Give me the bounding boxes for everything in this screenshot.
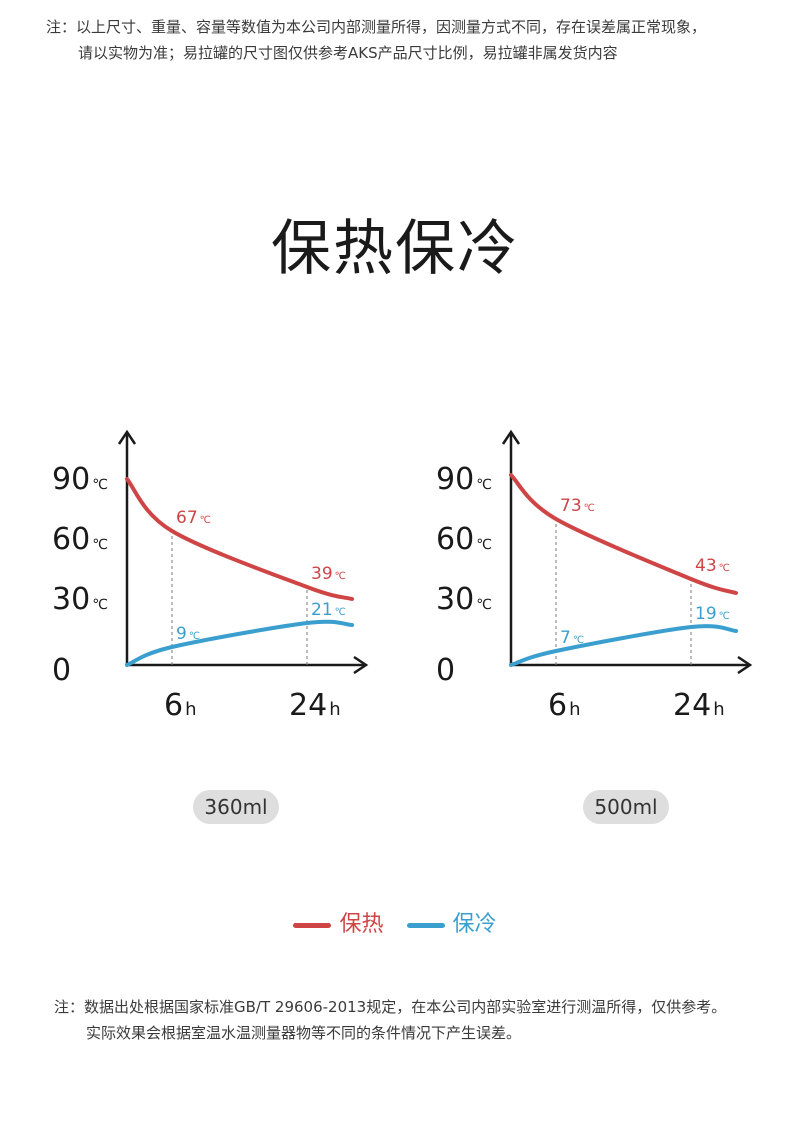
- y-tick-label-0: 0: [436, 653, 455, 688]
- x-axis-arrow: [737, 655, 753, 675]
- data-label-hot-24h-value: 39: [311, 564, 333, 584]
- page-title: 保热保冷: [271, 214, 519, 284]
- data-label-hot-24h-unit: ℃: [335, 571, 346, 582]
- capacity-label-500ml: 500ml: [583, 790, 669, 824]
- data-label-hot-24h: 39 ℃: [311, 564, 346, 584]
- top-note: 注：以上尺寸、重量、容量等数值为本公司内部测量所得，因测量方式不同，存在误差属正…: [46, 14, 766, 66]
- legend-item-cold: 保冷: [406, 906, 497, 938]
- data-label-cold-24h-value: 19: [695, 604, 717, 624]
- data-label-cold-6h-value: 7: [560, 628, 571, 648]
- y-tick-label-30: 30 ℃: [52, 582, 108, 617]
- x-tick-label-6-value: 6: [548, 688, 567, 723]
- y-tick-label-30: 30 ℃: [436, 582, 492, 617]
- legend-label-cold: 保冷: [452, 912, 497, 937]
- chart-360ml: 030 ℃60 ℃90 ℃6 h 24 h67 ℃39 ℃9 ℃21 ℃: [52, 429, 369, 723]
- series-line-hot: [125, 477, 354, 601]
- legend-label-hot: 保热: [339, 912, 384, 937]
- legend-swatch-cold: [406, 922, 445, 928]
- y-tick-label-30-value: 30: [52, 582, 90, 617]
- data-label-cold-24h-value: 21: [311, 600, 333, 620]
- y-tick-label-0: 0: [52, 653, 71, 688]
- x-tick-label-6-value: 6: [164, 688, 183, 723]
- y-tick-label-60-value: 60: [436, 522, 474, 557]
- x-tick-label-24-value: 24: [289, 688, 327, 723]
- data-label-cold-24h-unit: ℃: [719, 611, 730, 622]
- data-label-hot-6h: 67 ℃: [176, 508, 211, 528]
- y-tick-label-30-unit: ℃: [92, 597, 108, 613]
- y-tick-label-90-value: 90: [52, 462, 90, 497]
- x-tick-label-24-value: 24: [673, 688, 711, 723]
- data-label-hot-6h: 73 ℃: [560, 496, 595, 516]
- legend-item-hot: 保热: [293, 906, 384, 938]
- data-label-cold-24h: 21 ℃: [311, 600, 346, 620]
- bottom-note: 注：数据出处根据国家标准GB/T 29606-2013规定，在本公司内部实验室进…: [54, 994, 766, 1046]
- top-note-line-2: 请以实物为准；易拉罐的尺寸图仅供参考AKS产品尺寸比例，易拉罐非属发货内容: [78, 44, 618, 62]
- data-label-cold-6h-unit: ℃: [573, 635, 584, 646]
- y-tick-label-0-value: 0: [436, 653, 455, 688]
- y-tick-label-60-value: 60: [52, 522, 90, 557]
- x-tick-label-24-unit: h: [713, 699, 724, 720]
- bottom-note-line-2: 实际效果会根据室温水温测量器物等不同的条件情况下产生误差。: [86, 1024, 522, 1042]
- data-label-cold-6h-value: 9: [176, 624, 187, 644]
- legend: 保热 保冷: [0, 906, 790, 938]
- data-label-hot-24h: 43 ℃: [695, 556, 730, 576]
- data-label-hot-6h-unit: ℃: [584, 503, 595, 514]
- x-axis-arrow: [353, 655, 369, 675]
- y-tick-label-60: 60 ℃: [436, 522, 492, 557]
- data-label-cold-24h: 19 ℃: [695, 604, 730, 624]
- data-label-hot-24h-value: 43: [695, 556, 717, 576]
- data-label-hot-6h-value: 67: [176, 508, 198, 528]
- x-tick-label-24-unit: h: [329, 699, 340, 720]
- y-tick-label-90-unit: ℃: [476, 477, 492, 493]
- x-tick-label-6-unit: h: [185, 699, 196, 720]
- series-line-cold: [125, 619, 354, 667]
- chart-500ml: 030 ℃60 ℃90 ℃6 h 24 h73 ℃43 ℃7 ℃19 ℃: [436, 429, 753, 723]
- y-tick-label-0-value: 0: [52, 653, 71, 688]
- y-tick-label-90-unit: ℃: [92, 477, 108, 493]
- y-tick-label-90: 90 ℃: [52, 462, 108, 497]
- series-line-hot: [509, 473, 738, 595]
- data-label-cold-24h-unit: ℃: [335, 607, 346, 618]
- data-label-cold-6h: 9 ℃: [176, 624, 200, 644]
- bottom-note-line-1: 注：数据出处根据国家标准GB/T 29606-2013规定，在本公司内部实验室进…: [54, 998, 727, 1016]
- data-label-cold-6h-unit: ℃: [189, 631, 200, 642]
- top-note-line-1: 注：以上尺寸、重量、容量等数值为本公司内部测量所得，因测量方式不同，存在误差属正…: [46, 18, 707, 36]
- legend-swatch-hot: [293, 922, 332, 928]
- y-axis-arrow: [117, 429, 137, 445]
- y-tick-label-60-unit: ℃: [92, 537, 108, 553]
- y-tick-label-30-value: 30: [436, 582, 474, 617]
- capacity-label-360ml: 360ml: [193, 790, 279, 824]
- x-tick-label-24: 24 h: [289, 688, 341, 723]
- x-tick-label-24: 24 h: [673, 688, 725, 723]
- y-tick-label-60: 60 ℃: [52, 522, 108, 557]
- y-tick-label-30-unit: ℃: [476, 597, 492, 613]
- series-line-cold: [509, 624, 738, 667]
- data-label-hot-24h-unit: ℃: [719, 563, 730, 574]
- y-tick-label-90-value: 90: [436, 462, 474, 497]
- y-tick-label-90: 90 ℃: [436, 462, 492, 497]
- x-tick-label-6-unit: h: [569, 699, 580, 720]
- data-label-cold-6h: 7 ℃: [560, 628, 584, 648]
- y-axis-arrow: [501, 429, 521, 445]
- data-label-hot-6h-unit: ℃: [200, 515, 211, 526]
- y-tick-label-60-unit: ℃: [476, 537, 492, 553]
- data-label-hot-6h-value: 73: [560, 496, 582, 516]
